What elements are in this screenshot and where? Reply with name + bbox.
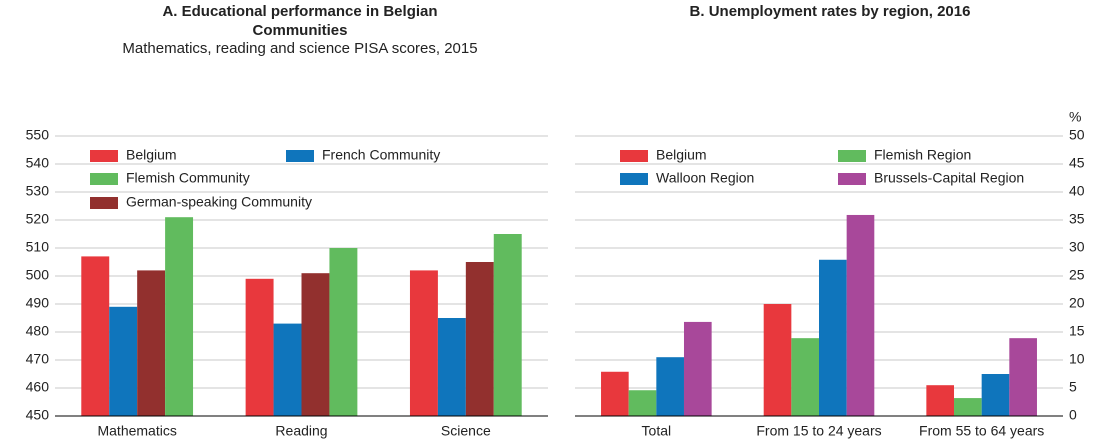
bar (791, 338, 819, 416)
legend-label: Flemish Region (874, 147, 971, 163)
bar (981, 374, 1010, 416)
y-tick-label: 460 (26, 379, 50, 395)
bar (656, 357, 684, 416)
legend-label: Belgium (656, 147, 707, 163)
legend-label: Flemish Community (126, 170, 250, 186)
x-tick-label: Mathematics (97, 423, 176, 439)
legend-swatch (838, 173, 866, 185)
bar (1009, 338, 1037, 416)
bar (329, 248, 358, 416)
bar (763, 304, 792, 416)
y-tick-label: 470 (26, 351, 50, 367)
y-tick-label: 10 (1069, 351, 1085, 367)
bar (819, 259, 847, 416)
bar (601, 371, 629, 416)
y-tick-label: 550 (26, 127, 50, 143)
y-tick-label: 15 (1069, 323, 1085, 339)
y-tick-label: 510 (26, 239, 50, 255)
y-tick-label: 20 (1069, 295, 1085, 311)
bar (628, 390, 657, 416)
bar (846, 214, 875, 416)
x-tick-label: Science (441, 423, 491, 439)
y-tick-label: 45 (1069, 155, 1085, 171)
chart-title: B. Unemployment rates by region, 2016 (689, 3, 971, 20)
bar (273, 323, 302, 416)
bar (465, 262, 494, 416)
y-tick-label: 530 (26, 183, 50, 199)
legend-swatch (90, 173, 118, 185)
legend-swatch (90, 197, 118, 209)
bar (109, 306, 138, 416)
y-tick-label: 0 (1069, 407, 1077, 423)
legend-swatch (620, 173, 648, 185)
y-tick-label: 540 (26, 155, 50, 171)
bar (409, 270, 438, 416)
x-tick-label: From 15 to 24 years (756, 423, 881, 439)
legend-swatch (90, 150, 118, 162)
y-tick-label: 40 (1069, 183, 1085, 199)
bar (683, 321, 712, 416)
y-tick-label: 480 (26, 323, 50, 339)
legend-label: German-speaking Community (126, 194, 312, 210)
legend-swatch (286, 150, 314, 162)
y-tick-label: 5 (1069, 379, 1077, 395)
legend-swatch (838, 150, 866, 162)
bar (245, 278, 274, 416)
legend-swatch (620, 150, 648, 162)
y-tick-label: 50 (1069, 127, 1085, 143)
y-tick-label: 25 (1069, 267, 1085, 283)
y-tick-label: 450 (26, 407, 50, 423)
bar (493, 234, 522, 416)
bar (165, 217, 194, 416)
y-axis-unit: % (1069, 109, 1081, 125)
y-tick-label: 30 (1069, 239, 1085, 255)
y-tick-label: 520 (26, 211, 50, 227)
x-tick-label: Total (642, 423, 672, 439)
y-tick-label: 35 (1069, 211, 1085, 227)
chart-subtitle: Mathematics, reading and science PISA sc… (122, 40, 478, 57)
bar (301, 273, 330, 416)
legend-label: Walloon Region (656, 170, 754, 186)
legend-label: French Community (322, 147, 440, 163)
y-tick-label: 490 (26, 295, 50, 311)
x-tick-label: From 55 to 64 years (919, 423, 1044, 439)
x-tick-label: Reading (275, 423, 327, 439)
legend-label: Brussels-Capital Region (874, 170, 1024, 186)
y-tick-label: 500 (26, 267, 50, 283)
chart-title: A. Educational performance in Belgian Co… (162, 3, 438, 39)
bar (437, 318, 466, 416)
legend-label: Belgium (126, 147, 177, 163)
bar (137, 270, 166, 416)
bar (81, 256, 110, 416)
bar (954, 398, 982, 416)
bar (926, 385, 955, 416)
